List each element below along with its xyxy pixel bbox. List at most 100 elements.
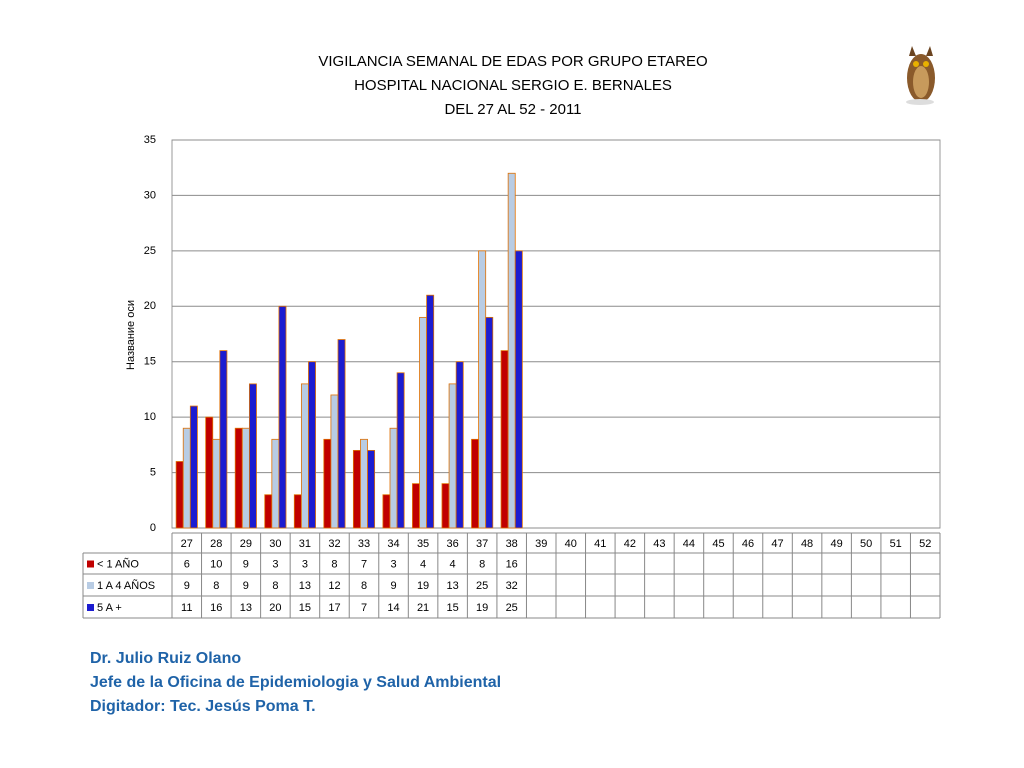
x-tick-label: 33 — [358, 538, 370, 550]
x-tick-label: 47 — [771, 538, 783, 550]
table-cell: 7 — [361, 558, 367, 570]
footer-line: Jefe de la Oficina de Epidemiologia y Sa… — [90, 674, 501, 691]
table-cell: 9 — [184, 580, 190, 592]
y-axis-label: Название оси — [125, 300, 137, 370]
bar — [485, 316, 494, 529]
legend-label: < 1 AÑO — [97, 557, 139, 570]
bar — [478, 250, 487, 529]
x-tick-label: 51 — [890, 538, 902, 550]
table-cell: 4 — [450, 558, 456, 570]
bar — [264, 494, 273, 529]
table-cell: 9 — [243, 580, 249, 592]
chart-title: DEL 27 AL 52 - 2011 — [444, 101, 581, 118]
x-tick-label: 37 — [476, 538, 488, 550]
legend-swatch — [87, 604, 94, 611]
x-tick-label: 42 — [624, 538, 636, 550]
table-cell: 3 — [302, 558, 308, 570]
table-cell: 14 — [387, 602, 399, 614]
x-tick-label: 52 — [919, 538, 931, 550]
table-cell: 3 — [272, 558, 278, 570]
bar — [278, 305, 287, 529]
table-cell: 17 — [328, 602, 340, 614]
footer-line: Digitador: Tec. Jesús Poma T. — [90, 698, 316, 715]
legend-swatch — [87, 560, 94, 568]
bar — [441, 483, 450, 529]
x-tick-label: 28 — [210, 538, 222, 550]
bar — [396, 372, 405, 529]
x-tick-label: 44 — [683, 538, 695, 550]
y-tick-label: 30 — [144, 189, 156, 201]
bar — [241, 427, 250, 529]
x-tick-label: 40 — [565, 538, 577, 550]
bar — [175, 461, 184, 529]
table-cell: 21 — [417, 602, 429, 614]
x-tick-label: 48 — [801, 538, 813, 550]
y-tick-label: 35 — [144, 134, 156, 146]
bar — [500, 350, 509, 529]
y-tick-label: 0 — [150, 522, 156, 534]
table-cell: 16 — [506, 558, 518, 570]
table-cell: 8 — [272, 580, 278, 592]
x-tick-label: 38 — [506, 538, 518, 550]
table-cell: 13 — [240, 602, 252, 614]
chart-title: VIGILANCIA SEMANAL DE EDAS POR GRUPO ETA… — [318, 53, 707, 70]
x-tick-label: 45 — [712, 538, 724, 550]
table-cell: 19 — [417, 580, 429, 592]
x-tick-label: 35 — [417, 538, 429, 550]
bar — [293, 494, 302, 529]
table-cell: 9 — [390, 580, 396, 592]
y-tick-label: 5 — [150, 466, 156, 478]
table-cell: 25 — [476, 580, 488, 592]
bar — [360, 438, 368, 529]
table-cell: 8 — [479, 558, 485, 570]
bar — [448, 383, 457, 529]
table-cell: 4 — [420, 558, 426, 570]
table-cell: 8 — [331, 558, 337, 570]
legend-label: 1 A 4 AÑOS — [97, 579, 155, 592]
table-cell: 6 — [184, 558, 190, 570]
bar — [419, 316, 428, 529]
table-cell: 11 — [181, 602, 192, 614]
table-cell: 3 — [390, 558, 396, 570]
x-tick-label: 43 — [653, 538, 665, 550]
y-tick-label: 20 — [144, 300, 156, 312]
bar — [455, 361, 464, 529]
x-tick-label: 49 — [830, 538, 842, 550]
legend-swatch — [87, 582, 94, 589]
x-tick-label: 39 — [535, 538, 547, 550]
bar — [300, 383, 309, 529]
bar — [248, 383, 257, 529]
table-cell: 16 — [210, 602, 222, 614]
y-tick-label: 15 — [144, 356, 156, 368]
bar — [323, 438, 332, 529]
chart-title: HOSPITAL NACIONAL SERGIO E. BERNALES — [354, 77, 672, 94]
table-cell: 9 — [243, 558, 249, 570]
x-tick-label: 32 — [328, 538, 340, 550]
footer-line: Dr. Julio Ruiz Olano — [90, 650, 241, 667]
x-tick-label: 31 — [299, 538, 311, 550]
x-tick-label: 50 — [860, 538, 872, 550]
bar — [271, 438, 280, 529]
table-cell: 13 — [446, 580, 458, 592]
table-cell: 8 — [213, 580, 219, 592]
x-tick-label: 27 — [181, 538, 193, 550]
bar — [382, 494, 391, 529]
bar — [308, 361, 316, 529]
table-cell: 12 — [328, 580, 340, 592]
table-cell: 25 — [506, 602, 518, 614]
x-tick-label: 34 — [387, 538, 399, 550]
legend-label: 5 A + — [97, 602, 122, 614]
bar — [352, 449, 361, 529]
plot-area — [171, 139, 941, 529]
x-tick-label: 46 — [742, 538, 754, 550]
bar — [182, 427, 191, 529]
table-cell: 13 — [299, 580, 311, 592]
bar — [426, 294, 435, 529]
table-cell: 32 — [506, 580, 518, 592]
bar — [330, 394, 339, 529]
bar — [219, 350, 228, 529]
table-cell: 10 — [210, 558, 222, 570]
bar — [507, 172, 516, 529]
bar — [471, 438, 480, 529]
